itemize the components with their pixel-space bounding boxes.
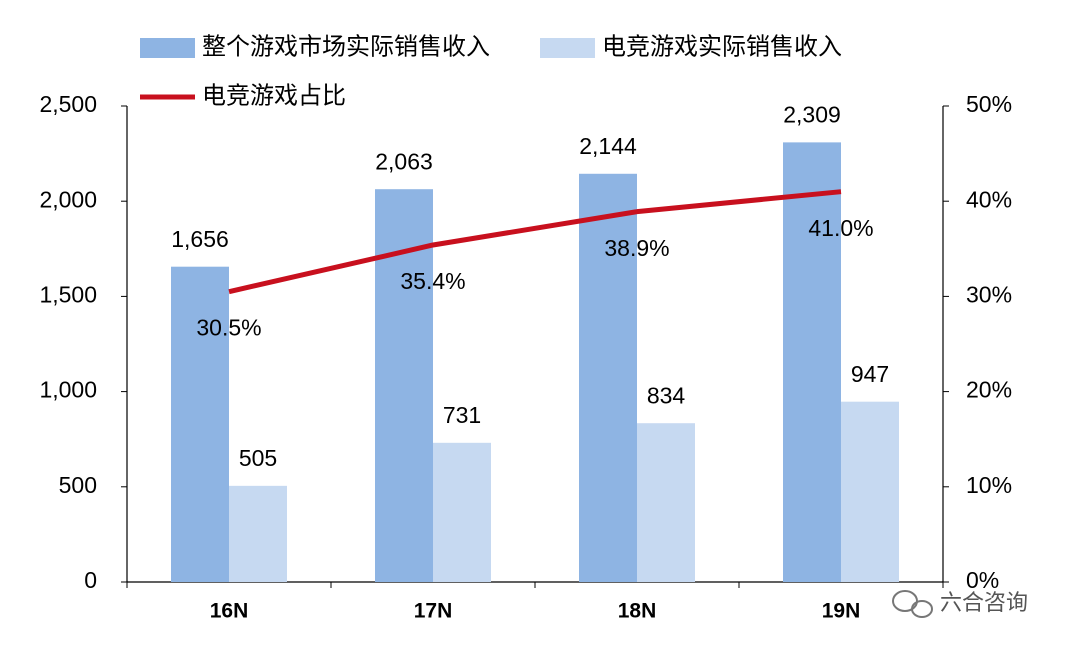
y2-tick-label: 50% (966, 91, 1012, 117)
data-label: 834 (647, 382, 686, 408)
data-label: 41.0% (808, 215, 873, 241)
legend-swatch (140, 38, 195, 58)
y-tick-label: 2,500 (39, 91, 97, 117)
legend-label: 电竞游戏实际销售收入 (602, 33, 842, 60)
data-label: 38.9% (604, 235, 669, 261)
y2-tick-label: 20% (966, 377, 1012, 403)
bar (171, 266, 229, 582)
data-label: 35.4% (400, 268, 465, 294)
legend-label: 整个游戏市场实际销售收入 (202, 33, 490, 60)
x-tick-label: 19N (822, 600, 861, 623)
y-tick-label: 1,000 (39, 377, 97, 403)
y-tick-label: 500 (59, 472, 97, 498)
watermark-icon (892, 590, 933, 618)
y-tick-label: 2,000 (39, 186, 97, 212)
bar (433, 442, 491, 582)
y-tick-label: 0 (84, 567, 97, 593)
watermark: 六合咨询 (940, 590, 1028, 615)
data-label: 731 (443, 402, 481, 428)
bar (229, 485, 287, 582)
y2-tick-label: 10% (966, 472, 1012, 498)
data-label: 2,144 (579, 133, 637, 159)
x-tick-label: 17N (414, 600, 453, 623)
bar (579, 173, 637, 582)
y2-tick-label: 0% (966, 567, 999, 593)
data-label: 2,063 (375, 148, 433, 174)
bar (783, 142, 841, 582)
bar (637, 423, 695, 582)
data-label: 947 (851, 361, 889, 387)
x-tick-label: 16N (210, 600, 249, 623)
legend-label: 电竞游戏占比 (202, 82, 346, 109)
data-label: 30.5% (196, 315, 261, 341)
data-label: 505 (239, 445, 277, 471)
bar (841, 401, 899, 582)
line (228, 189, 842, 295)
legend-swatch (540, 38, 595, 58)
x-tick-label: 18N (618, 600, 657, 623)
data-label: 1,656 (171, 226, 229, 252)
y2-tick-label: 30% (966, 281, 1012, 307)
y-tick-label: 1,500 (39, 281, 97, 307)
data-label: 2,309 (783, 101, 841, 127)
y2-tick-label: 40% (966, 186, 1012, 212)
